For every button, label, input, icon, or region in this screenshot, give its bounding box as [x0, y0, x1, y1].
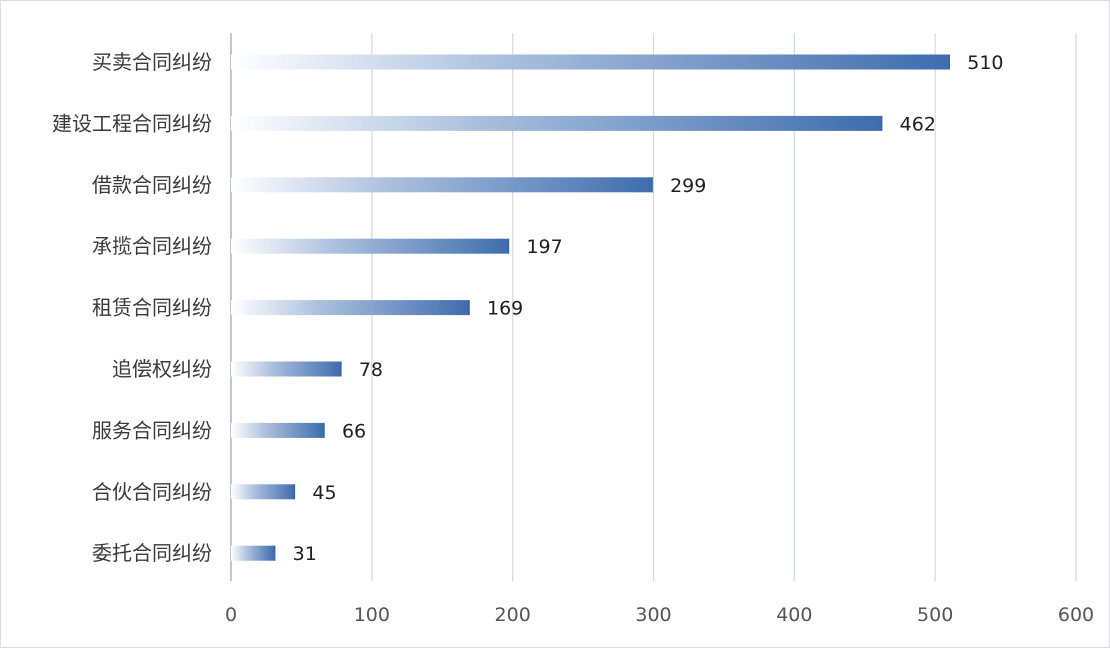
- data-label-4: 169: [487, 298, 523, 320]
- category-label-0: 买卖合同纠纷: [92, 50, 212, 74]
- data-label-3: 197: [526, 236, 562, 258]
- category-label-4: 租赁合同纠纷: [92, 296, 212, 320]
- bar-2: [231, 177, 653, 193]
- x-tick-label-0: 0: [225, 604, 237, 626]
- data-label-1: 462: [900, 113, 936, 135]
- x-tick-label-500: 500: [917, 604, 953, 626]
- labels: 0 100 200 300 400 500 600 买卖合同纠纷 510 建设工程合同纠纷 462 借…: [52, 50, 1094, 626]
- data-label-0: 510: [967, 52, 1003, 74]
- bar-6: [231, 422, 324, 438]
- bar-4: [231, 300, 470, 316]
- x-tick-label-100: 100: [354, 604, 390, 626]
- data-label-6: 66: [342, 420, 366, 442]
- bar-1: [231, 115, 882, 131]
- bar-5: [231, 361, 341, 377]
- data-label-5: 78: [359, 359, 383, 381]
- x-tick-label-200: 200: [495, 604, 531, 626]
- category-label-3: 承揽合同纠纷: [92, 234, 212, 258]
- data-label-2: 299: [670, 175, 706, 197]
- x-tick-label-300: 300: [635, 604, 671, 626]
- x-tick-label-600: 600: [1058, 604, 1094, 626]
- category-label-2: 借款合同纠纷: [92, 173, 212, 197]
- x-tick-label-400: 400: [776, 604, 812, 626]
- data-label-8: 31: [293, 543, 317, 565]
- category-label-6: 服务合同纠纷: [92, 418, 212, 442]
- category-label-1: 建设工程合同纠纷: [52, 111, 212, 135]
- category-label-7: 合伙合同纠纷: [92, 480, 212, 504]
- data-label-7: 45: [312, 482, 336, 504]
- bar-0: [231, 54, 950, 70]
- bars: [231, 54, 950, 561]
- category-label-5: 追偿权纠纷: [112, 357, 212, 381]
- bar-8: [231, 545, 275, 561]
- bar-7: [231, 484, 295, 500]
- bar-3: [231, 238, 509, 254]
- category-label-8: 委托合同纠纷: [92, 541, 212, 565]
